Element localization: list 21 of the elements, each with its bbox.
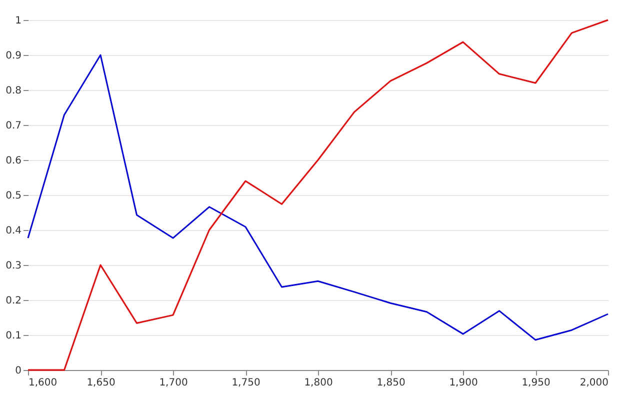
x-tick-label: 1,800 bbox=[304, 378, 333, 388]
x-tick-label: 1,850 bbox=[376, 378, 406, 388]
y-tick-label: 0.6 bbox=[6, 156, 22, 166]
x-tick-label: 1,750 bbox=[232, 378, 260, 388]
y-tick-label: 0.2 bbox=[6, 296, 22, 306]
x-tick-label: 1,950 bbox=[522, 378, 550, 388]
x-tick-label: 2,000 bbox=[580, 378, 608, 388]
y-tick-label: 0.8 bbox=[6, 86, 22, 96]
x-tick-label: 1,900 bbox=[449, 378, 478, 388]
y-tick-label: 0 bbox=[15, 366, 22, 376]
y-tick-label: 0.4 bbox=[6, 226, 22, 236]
x-tick-label: 1,600 bbox=[28, 378, 58, 388]
x-tick-label: 1,700 bbox=[159, 378, 188, 388]
y-tick-label: 1 bbox=[15, 16, 22, 26]
y-tick-label: 0.1 bbox=[6, 330, 22, 342]
y-tick-label: 0.5 bbox=[6, 190, 22, 202]
y-tick-label: 0.7 bbox=[6, 120, 22, 132]
x-tick-label: 1,650 bbox=[86, 378, 116, 388]
y-tick-label: 0.9 bbox=[6, 50, 22, 62]
line-series bbox=[27, 54, 609, 341]
y-tick-label: 0.3 bbox=[6, 260, 22, 272]
